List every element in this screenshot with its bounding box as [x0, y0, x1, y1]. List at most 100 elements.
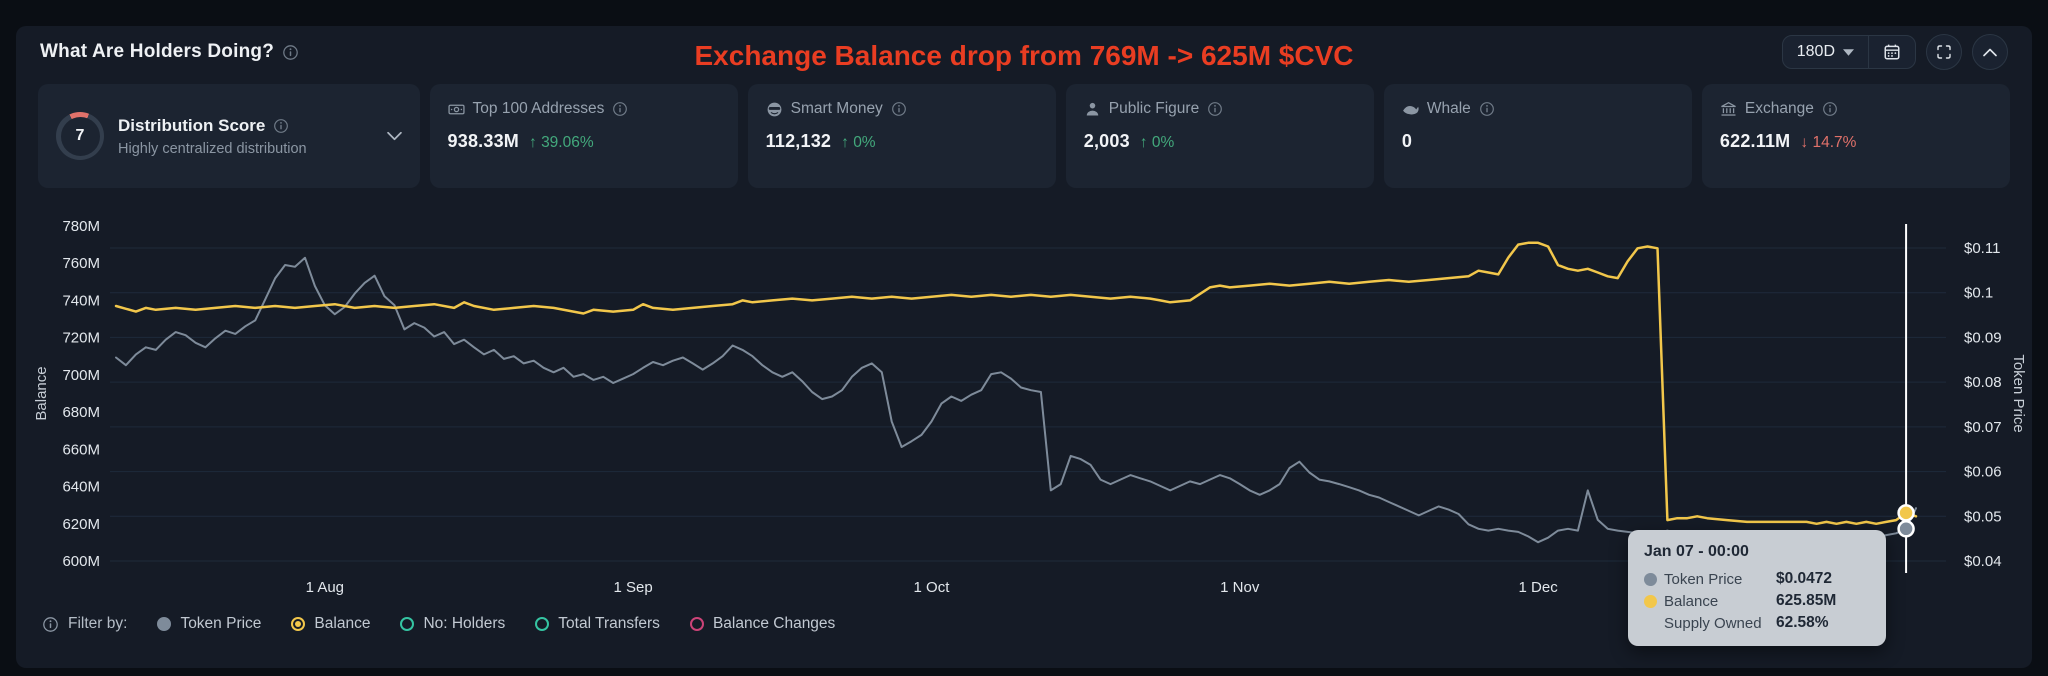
- tooltip-row-supply-owned: Supply Owned 62.58%: [1644, 614, 1870, 632]
- price-marker-dot: [1897, 520, 1915, 538]
- range-selector[interactable]: 180D: [1783, 36, 1868, 68]
- chevron-down-icon[interactable]: [386, 131, 402, 141]
- svg-text:640M: 640M: [62, 479, 100, 496]
- card-value: 0: [1401, 131, 1413, 151]
- svg-text:600M: 600M: [62, 553, 100, 570]
- card-value: 112,132: [765, 131, 832, 151]
- y-axis-right: $0.11 $0.1 $0.09 $0.08 $0.07 $0.06 $0.05 $0.04 T…: [1964, 240, 2027, 570]
- svg-text:$0.08: $0.08: [1964, 374, 2002, 391]
- distribution-score-subtitle: Highly centralized distribution: [118, 140, 307, 157]
- holders-panel: What Are Holders Doing? Exchange Balance…: [16, 26, 2032, 668]
- svg-text:740M: 740M: [62, 292, 100, 309]
- card-whale: Whale 0: [1383, 84, 1692, 188]
- whale-icon: [1402, 101, 1419, 118]
- info-icon[interactable]: [42, 616, 59, 633]
- chart-tooltip: Jan 07 - 00:00 Token Price $0.0472 Balan…: [1628, 530, 1886, 646]
- person-icon: [1084, 101, 1101, 118]
- panel-header: What Are Holders Doing? Exchange Balance…: [16, 26, 2032, 78]
- filter-total-transfers[interactable]: Total Transfers: [535, 615, 660, 633]
- calendar-button[interactable]: [1869, 36, 1915, 68]
- token-price-swatch: [157, 617, 172, 631]
- balance-line: [114, 241, 1918, 526]
- filter-balance-changes[interactable]: Balance Changes: [689, 615, 835, 633]
- filter-balance[interactable]: Balance: [291, 615, 370, 633]
- price-line: [115, 256, 1917, 544]
- info-icon[interactable]: [282, 44, 299, 61]
- right-axis-title: Token Price: [2010, 354, 2027, 432]
- tooltip-date: Jan 07 - 00:00: [1644, 543, 1749, 560]
- svg-text:$0.06: $0.06: [1964, 464, 2002, 481]
- tooltip-row-token-price: Token Price $0.0472: [1644, 570, 1870, 588]
- svg-text:1 Nov: 1 Nov: [1220, 579, 1260, 596]
- card-label: Exchange: [1744, 100, 1814, 117]
- smart-money-icon: [766, 101, 783, 118]
- banknote-icon: [447, 101, 465, 118]
- svg-text:1 Dec: 1 Dec: [1519, 579, 1559, 596]
- svg-text:$0.04: $0.04: [1964, 553, 2002, 570]
- range-value: 180D: [1796, 43, 1835, 60]
- svg-text:$0.05: $0.05: [1964, 508, 2002, 525]
- svg-text:$0.07: $0.07: [1964, 419, 2002, 436]
- card-top-100-addresses: Top 100 Addresses 938.33M ↑ 39.06%: [429, 84, 738, 188]
- svg-text:1 Aug: 1 Aug: [306, 579, 344, 596]
- filter-by-label: Filter by:: [68, 615, 128, 632]
- info-icon[interactable]: [1479, 101, 1495, 117]
- holders-chart[interactable]: 780M 760M 740M 720M 700M 680M 660M 640M 620M 600M…: [16, 196, 2032, 600]
- no-dot: [1644, 617, 1657, 630]
- info-icon[interactable]: [612, 101, 628, 117]
- filter-no-holders[interactable]: No: Holders: [400, 615, 505, 633]
- card-delta: ↑ 0%: [1139, 134, 1175, 151]
- no-holders-radio: [400, 617, 415, 631]
- card-delta: ↓ 14.7%: [1800, 134, 1857, 151]
- y-axis-left: 780M 760M 740M 720M 700M 680M 660M 640M 620M 600M…: [33, 218, 100, 570]
- card-value: 938.33M: [447, 131, 519, 151]
- distribution-score-value: 7: [75, 127, 85, 144]
- card-label: Smart Money: [790, 100, 883, 117]
- svg-text:1 Oct: 1 Oct: [914, 579, 951, 596]
- svg-text:720M: 720M: [62, 330, 100, 347]
- card-smart-money: Smart Money 112,132 ↑ 0%: [747, 84, 1056, 188]
- total-transfers-radio: [535, 617, 550, 631]
- info-icon[interactable]: [1207, 101, 1223, 117]
- svg-text:760M: 760M: [62, 255, 100, 272]
- caret-down-icon: [1843, 48, 1854, 56]
- card-label: Public Figure: [1108, 100, 1200, 117]
- annotation-text: Exchange Balance drop from 769M -> 625M …: [694, 40, 1354, 71]
- left-axis-title: Balance: [33, 366, 50, 420]
- header-controls: 180D: [1781, 34, 2008, 70]
- svg-text:620M: 620M: [62, 516, 100, 533]
- panel-title-group: What Are Holders Doing?: [40, 41, 299, 63]
- svg-text:680M: 680M: [62, 404, 100, 421]
- range-control: 180D: [1781, 35, 1916, 69]
- card-distribution-score: 7 Distribution Score Highly centralized …: [38, 84, 420, 188]
- bank-icon: [1720, 101, 1737, 118]
- info-icon[interactable]: [1822, 101, 1838, 117]
- card-exchange: Exchange 622.11M ↓ 14.7%: [1701, 84, 2011, 188]
- fullscreen-icon: [1936, 44, 1952, 60]
- collapse-button[interactable]: [1972, 34, 2008, 70]
- distribution-score-label: Distribution Score: [118, 115, 266, 135]
- svg-text:1 Sep: 1 Sep: [614, 579, 653, 596]
- fullscreen-button[interactable]: [1926, 34, 1962, 70]
- card-delta: ↑ 0%: [841, 134, 876, 151]
- balance-dot: [1644, 594, 1657, 608]
- token-price-dot: [1644, 572, 1657, 586]
- filter-bar: Filter by: Token Price Balance No: Holde…: [16, 605, 2032, 633]
- chevron-up-icon: [1983, 48, 1997, 57]
- filter-token-price[interactable]: Token Price: [157, 615, 261, 633]
- svg-text:$0.1: $0.1: [1964, 285, 1993, 302]
- info-icon[interactable]: [273, 118, 289, 134]
- card-value: 622.11M: [1719, 131, 1791, 151]
- distribution-score-gauge: 7: [56, 112, 104, 160]
- balance-radio: [291, 617, 306, 631]
- balance-marker-dot: [1897, 504, 1915, 522]
- page-title: What Are Holders Doing?: [40, 41, 275, 62]
- info-icon[interactable]: [891, 101, 907, 117]
- x-axis: 1 Aug 1 Sep 1 Oct 1 Nov 1 Dec: [306, 579, 1559, 596]
- tooltip-row-balance: Balance 625.85M: [1644, 592, 1870, 610]
- card-value: 2,003: [1083, 131, 1130, 151]
- svg-text:$0.11: $0.11: [1964, 240, 2000, 257]
- chart-area: 780M 760M 740M 720M 700M 680M 660M 640M 620M 600M…: [16, 196, 2032, 646]
- card-public-figure: Public Figure 2,003 ↑ 0%: [1065, 84, 1374, 188]
- crosshair: [1897, 224, 1915, 573]
